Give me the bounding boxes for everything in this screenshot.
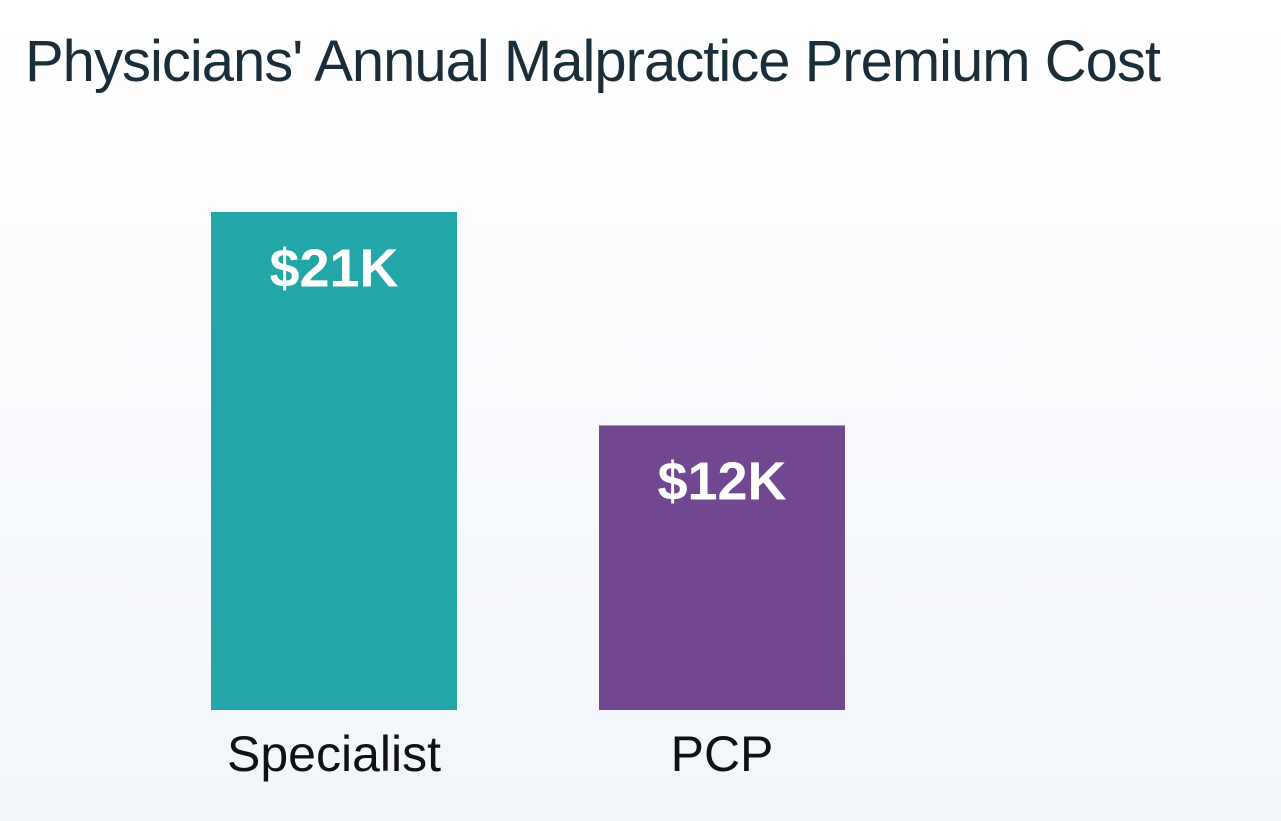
value-label: $12K (657, 452, 786, 512)
chart-title: Physicians' Annual Malpractice Premium C… (25, 29, 1161, 94)
bar (599, 425, 845, 710)
value-label: $21K (269, 238, 398, 298)
x-tick-label: PCP (671, 726, 774, 782)
x-tick-label: Specialist (227, 726, 441, 782)
bar (211, 212, 457, 710)
